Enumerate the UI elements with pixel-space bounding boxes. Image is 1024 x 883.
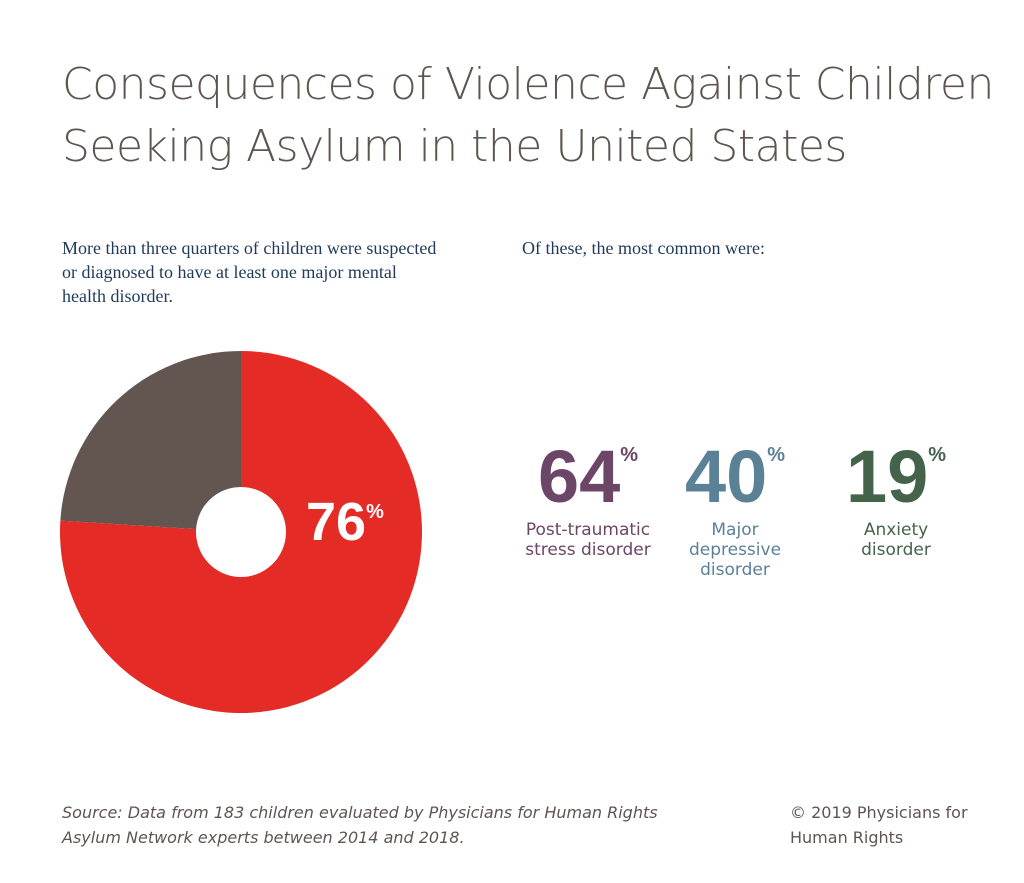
stat-unit: % [620,444,639,466]
value-label: 76% [306,492,384,552]
stat: 40% Major depressive disorder [645,440,825,581]
donut-slice [59,351,422,713]
value-number: 76 [306,492,366,552]
stat-label: Major depressive disorder [688,520,782,580]
stat-label: Anxiety disorder [861,520,931,560]
stat: 64% Post-traumatic stress disorder [498,440,678,561]
title: Consequences of Violence Against Childre… [62,59,994,172]
stat-number: 19 [845,435,929,518]
stat-number: 40 [684,435,768,518]
stat: 19% Anxiety disorder [806,440,986,561]
stat-number: 64 [537,435,621,518]
source: Source: Data from 183 children evaluated… [62,803,658,847]
value-unit: % [366,501,384,523]
stat-value: 64% [498,440,678,514]
copyright: © 2019 Physicians for Human Rights [790,803,968,847]
stat-unit: % [767,444,786,466]
subtitle: Of these, the most common were: [522,238,765,258]
subtitle: More than three quarters of children wer… [62,238,437,306]
stat-value: 40% [645,440,825,514]
stat-value: 19% [806,440,986,514]
donut-slice [60,351,241,530]
stat-unit: % [928,444,947,466]
stat-label: Post-traumatic stress disorder [525,520,651,560]
